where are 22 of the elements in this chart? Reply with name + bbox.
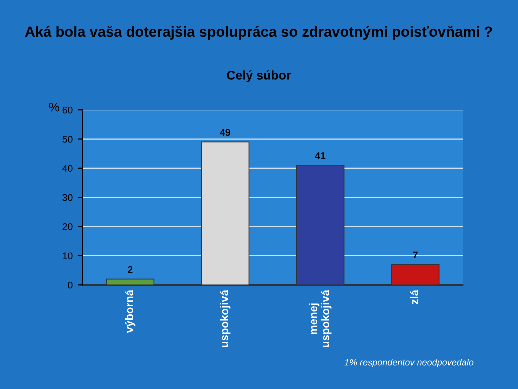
chart-subtitle: Celý súbor xyxy=(227,70,292,82)
x-tick-label: menej uspokojivá xyxy=(309,290,332,348)
bar xyxy=(296,165,345,286)
chart-title: Aká bola vaša doterajšia spolupráca so zdravotnými poisťovňami ? xyxy=(25,26,492,40)
y-tick-label: 50 xyxy=(62,136,73,143)
bar xyxy=(106,278,155,286)
text: 1% respondentov neodpovedalo xyxy=(344,359,474,368)
x-tick-label: uspokojivá xyxy=(220,290,231,348)
y-tick-label: 40 xyxy=(62,165,73,172)
y-tick-label: 10 xyxy=(63,252,73,260)
y-tick-label: 30 xyxy=(62,194,73,202)
x-tick-label: výborná xyxy=(125,290,136,334)
data-label: 2 xyxy=(128,266,133,274)
x-tick-label: zlá xyxy=(410,290,419,304)
y-axis-title: % xyxy=(49,102,60,112)
bar xyxy=(201,142,250,286)
bar xyxy=(391,264,440,286)
data-label: 49 xyxy=(220,129,231,136)
y-tick-label: 0 xyxy=(68,282,73,289)
y-tick-label: 20 xyxy=(62,224,73,230)
data-label: 41 xyxy=(315,152,326,160)
y-tick-label: 60 xyxy=(62,106,73,114)
